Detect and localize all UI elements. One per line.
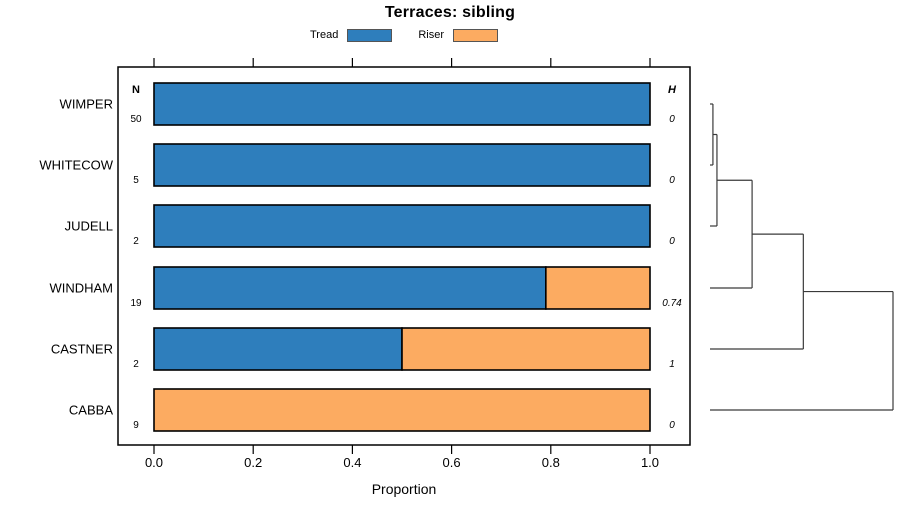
bar-segment-tread <box>153 82 651 126</box>
n-value: 19 <box>130 298 142 309</box>
legend-item-riser: Riser <box>418 28 498 42</box>
category-label: CABBA <box>69 403 113 418</box>
bar-segment-riser <box>153 388 651 432</box>
category-label: WHITECOW <box>39 158 113 173</box>
x-axis-tick-label: 0.8 <box>542 455 560 470</box>
n-value: 9 <box>133 420 139 431</box>
bar-segment-tread <box>153 266 547 310</box>
x-axis-tick-label: 0.4 <box>343 455 361 470</box>
n-value: 5 <box>133 175 139 186</box>
n-column-header: N <box>132 84 140 96</box>
h-value: 0 <box>669 114 675 125</box>
n-value: 50 <box>130 114 142 125</box>
x-axis-tick-label: 0.6 <box>443 455 461 470</box>
category-label: WINDHAM <box>49 281 113 296</box>
bar-segment-tread <box>153 143 651 187</box>
h-value: 0.74 <box>662 298 682 309</box>
h-value: 0 <box>669 175 675 186</box>
legend-item-tread: Tread <box>310 28 393 42</box>
x-axis-tick-label: 0.2 <box>244 455 262 470</box>
legend-swatch-tread <box>347 28 393 42</box>
plot-box <box>117 66 691 446</box>
bar-segment-riser <box>545 266 651 310</box>
h-value: 0 <box>669 420 675 431</box>
bar-segment-riser <box>401 327 651 371</box>
n-value: 2 <box>133 236 139 247</box>
legend: Tread Riser <box>118 27 690 43</box>
x-axis-tick-label: 1.0 <box>641 455 659 470</box>
bar-segment-tread <box>153 327 403 371</box>
legend-label: Tread <box>310 29 339 41</box>
legend-swatch-riser <box>453 28 498 42</box>
x-axis-label: Proportion <box>371 481 437 497</box>
chart-title: Terraces: sibling <box>384 4 516 21</box>
legend-label: Riser <box>418 29 444 41</box>
h-column-header: H <box>668 84 677 96</box>
n-value: 2 <box>133 359 139 370</box>
category-label: CASTNER <box>51 342 113 357</box>
bar-segment-tread <box>153 204 651 248</box>
x-axis-tick-label: 0.0 <box>145 455 163 470</box>
h-value: 0 <box>669 236 675 247</box>
category-label: JUDELL <box>65 219 113 234</box>
category-label: WIMPER <box>60 97 113 112</box>
h-value: 1 <box>669 359 675 370</box>
